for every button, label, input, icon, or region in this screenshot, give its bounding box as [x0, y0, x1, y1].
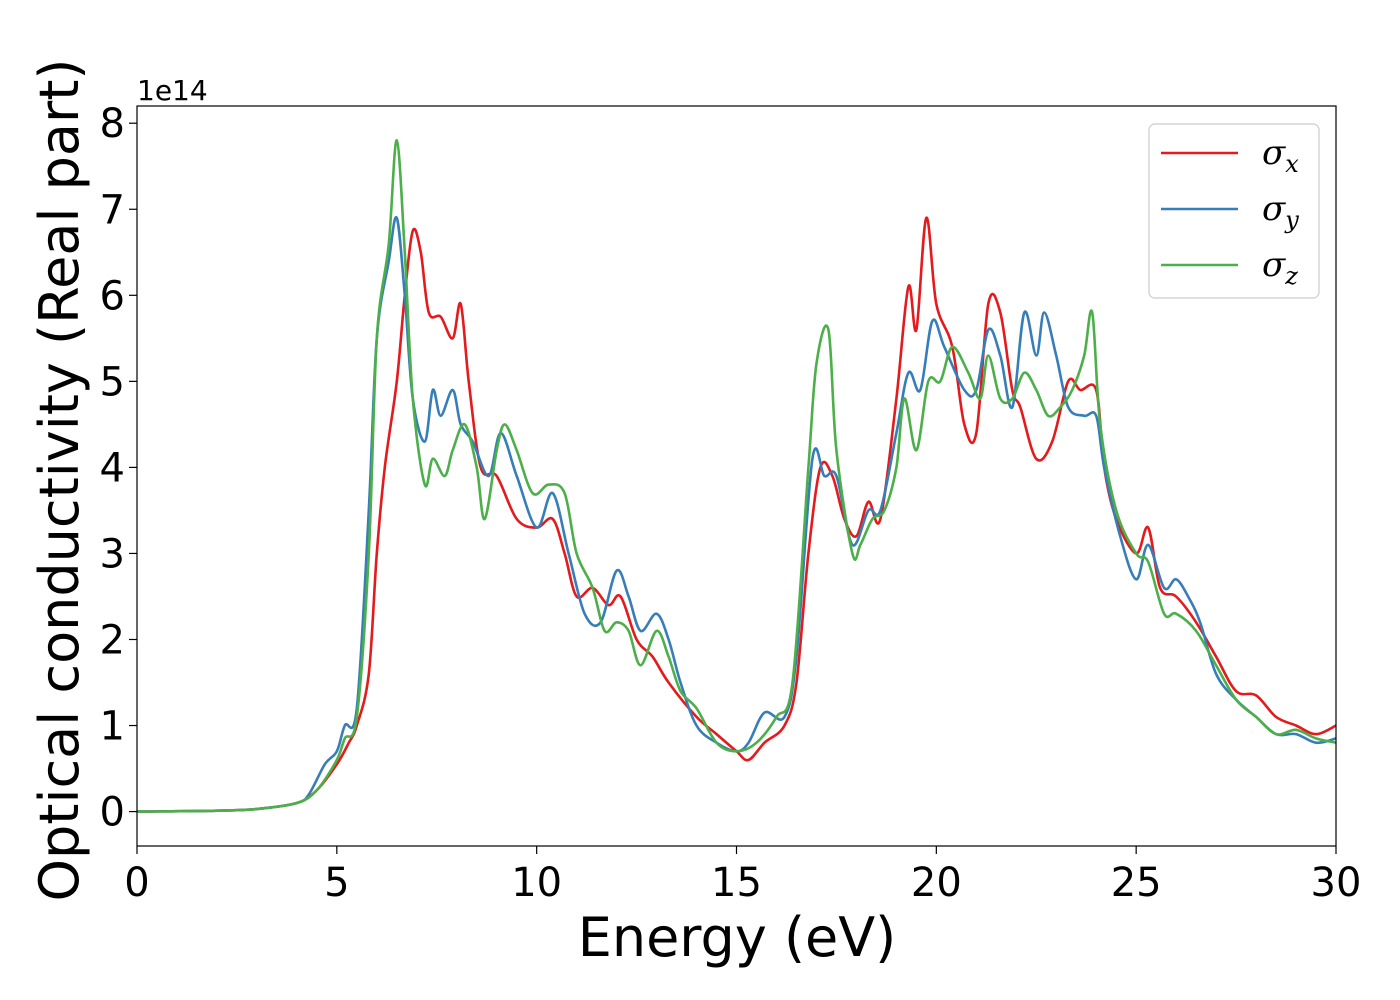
x-tick-label: 0 [124, 860, 149, 906]
y-offset-label: 1e14 [137, 74, 208, 107]
series-line-z [136, 139, 1337, 813]
legend-label-z: σz [1262, 245, 1298, 290]
legend-subscript: z [1284, 262, 1298, 290]
legend-box [1148, 123, 1320, 299]
legend-symbol: σ [1262, 189, 1286, 229]
y-tick-label: 4 [100, 445, 125, 491]
x-axis-title: Energy (eV) [578, 906, 897, 969]
x-tick-label: 25 [1111, 860, 1162, 906]
y-tick-label: 5 [100, 359, 125, 405]
y-axis-title: Optical conductivity (Real part) [28, 59, 91, 902]
series-line-x [136, 216, 1337, 813]
legend-subscript: y [1284, 206, 1299, 234]
x-tick-label: 30 [1311, 860, 1362, 906]
x-tick-label: 10 [511, 860, 562, 906]
x-tick-label: 5 [324, 860, 349, 906]
y-tick-label: 3 [100, 531, 125, 577]
x-tick-label: 20 [911, 860, 962, 906]
legend-label-x: σx [1262, 133, 1299, 178]
y-tick-label: 8 [100, 101, 125, 147]
y-tick-label: 6 [100, 273, 125, 319]
series-line-y [136, 215, 1337, 813]
series-layer [136, 139, 1337, 813]
legend-label-y: σy [1262, 189, 1299, 234]
y-tick-label: 1 [100, 704, 125, 750]
legend-subscript: x [1285, 150, 1299, 178]
legend-symbol: σ [1262, 245, 1286, 285]
y-tick-label: 7 [100, 187, 125, 233]
y-tick-label: 0 [100, 790, 125, 836]
x-axis-ticks: 0 5 10 15 20 25 30 [124, 846, 1361, 906]
y-axis-ticks: 0 1 2 3 4 5 6 7 8 [100, 101, 137, 836]
x-tick-label: 15 [711, 860, 762, 906]
legend-symbol: σ [1262, 133, 1286, 173]
y-tick-label: 2 [100, 617, 125, 663]
